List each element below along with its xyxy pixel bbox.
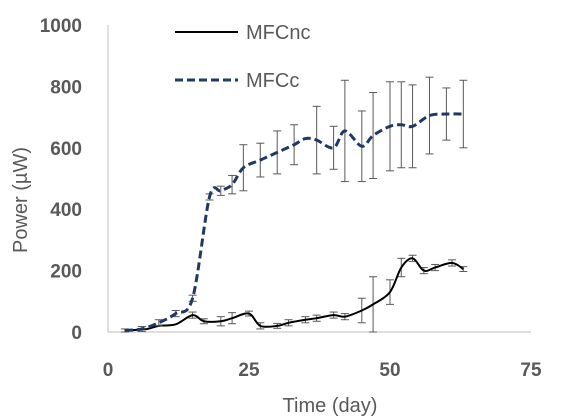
tick-labels: 0 200 400 600 800 1000 0 25 50 75 — [40, 16, 542, 381]
x-tick-label: 50 — [379, 360, 400, 381]
y-tick-label: 0 — [71, 323, 82, 344]
x-tick-label: 0 — [103, 360, 114, 381]
y-axis-title: Power (µW) — [10, 147, 32, 253]
y-tick-label: 400 — [50, 200, 82, 221]
x-axis-title: Time (day) — [283, 395, 378, 417]
y-tick-label: 200 — [50, 262, 82, 283]
x-tick-label: 25 — [238, 360, 260, 381]
series-line-MFCc — [124, 112, 464, 332]
y-tick-label: 800 — [50, 77, 82, 98]
y-tick-label: 1000 — [40, 16, 82, 37]
axes — [107, 25, 531, 333]
series-line-MFCnc — [124, 257, 464, 332]
series-MFCc — [120, 76, 468, 333]
series-layer — [120, 76, 468, 333]
legend-label: MFCnc — [246, 22, 310, 44]
series-MFCnc — [124, 254, 468, 333]
legend-label: MFCc — [246, 70, 299, 92]
legend: MFCnc MFCc — [175, 22, 310, 92]
x-tick-label: 75 — [520, 360, 542, 381]
y-tick-label: 600 — [50, 139, 82, 160]
